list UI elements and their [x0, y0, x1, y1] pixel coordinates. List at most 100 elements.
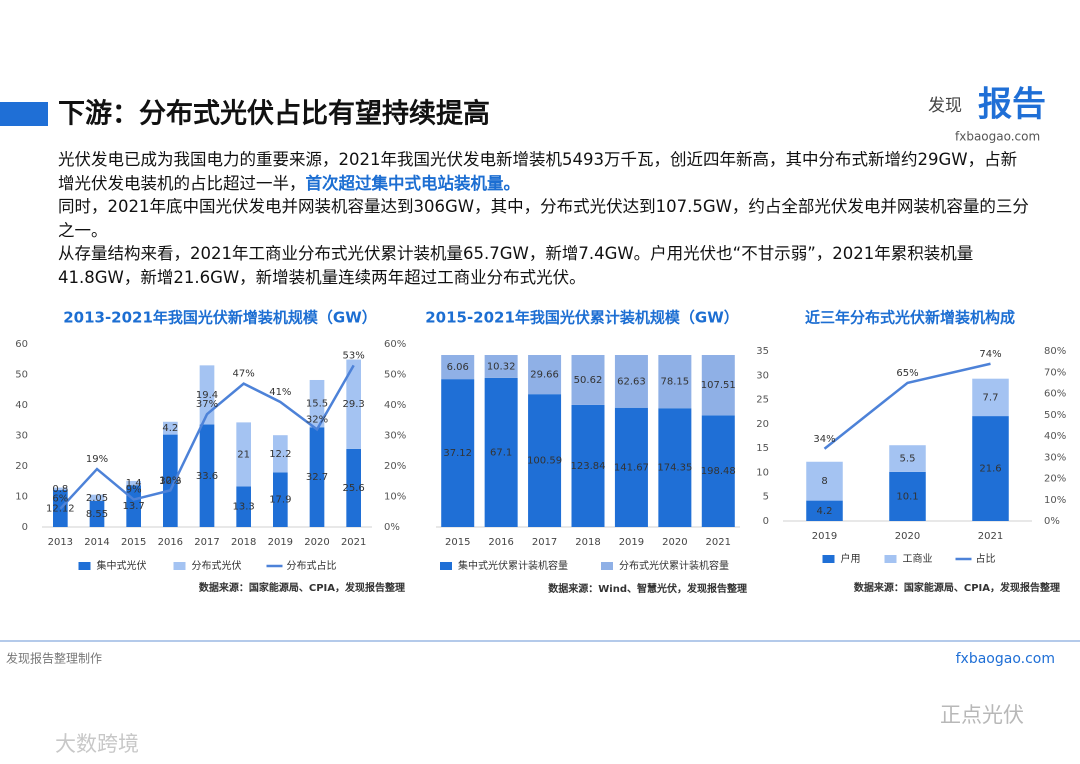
bar [484, 377, 518, 527]
line-label: 19% [86, 454, 108, 465]
bar-label: 2.05 [86, 493, 108, 504]
bar-label: 7.7 [983, 392, 999, 403]
bar-label: 141.67 [614, 462, 649, 473]
legend-label: 集中式光伏 [97, 559, 147, 572]
bar-label: 12.2 [269, 449, 291, 460]
y-tick-label: 15 [756, 443, 769, 454]
bar [309, 427, 325, 527]
bar-label: 21.6 [979, 464, 1001, 475]
x-tick-label: 2019 [619, 537, 644, 548]
bar [126, 480, 141, 486]
y-tick-label: 10 [756, 467, 769, 478]
bar-label: 50.62 [574, 375, 603, 386]
y2-tick-label: 0% [384, 522, 400, 533]
bar [972, 416, 1009, 521]
bar-label: 78.15 [661, 377, 690, 388]
bar-label: 198.48 [701, 466, 736, 477]
bar-label: 100.59 [527, 456, 562, 467]
bar [273, 435, 288, 473]
y2-tick-label: 10% [384, 492, 406, 503]
y-tick-label: 0 [763, 516, 769, 527]
y-tick-label: 0 [22, 522, 28, 533]
bar [53, 487, 68, 491]
y-tick-label: 20 [15, 461, 28, 472]
x-tick-label: 2018 [575, 537, 600, 548]
paragraph: 同时，2021年底中国光伏发电并网装机容量达到306GW，其中，分布式光伏达到1… [58, 197, 1029, 240]
bar [441, 355, 475, 380]
bar [889, 471, 926, 521]
bar-label: 19.4 [196, 390, 218, 401]
x-tick-label: 2016 [158, 537, 183, 548]
y-tick-label: 30 [756, 370, 769, 381]
bar [806, 461, 843, 501]
watermark: 大数跨境 [55, 732, 139, 756]
x-tick-label: 2020 [895, 531, 920, 542]
line-label: 34% [813, 434, 835, 445]
bar [701, 415, 735, 527]
bar-label: 29.3 [343, 399, 365, 410]
line-label: 65% [896, 368, 918, 379]
line-label: 41% [269, 387, 291, 398]
y-tick-label: 60 [15, 339, 28, 350]
bar-label: 13.7 [123, 501, 145, 512]
watermark: 正点光伏 [940, 703, 1024, 727]
body-text: 光伏发电已成为我国电力的重要来源，2021年我国光伏发电新增装机5493万千瓦，… [58, 148, 1030, 289]
bar [163, 421, 178, 435]
slide-title: 下游：分布式光伏占比有望持续提高 [58, 98, 490, 130]
bar-label: 1.4 [126, 478, 142, 489]
bar-label: 13.3 [233, 502, 255, 513]
bar-label: 62.63 [617, 376, 646, 387]
highlight: 首次超过集中式电站装机量。 [305, 173, 521, 193]
bar-label: 21 [237, 449, 250, 460]
bar-label: 30.3 [159, 476, 181, 487]
line [823, 362, 991, 450]
bar-label: 15.5 [306, 399, 328, 410]
y-tick-label: 25 [756, 395, 769, 406]
footer-left: 发现报告整理制作 [6, 651, 102, 666]
x-tick-label: 2018 [231, 537, 256, 548]
bar-label: 32.7 [306, 472, 328, 483]
y-tick-label: 50 [15, 370, 28, 381]
x-tick-label: 2015 [121, 537, 146, 548]
y2-tick-label: 40% [1044, 431, 1066, 442]
bar [236, 486, 251, 527]
bar-label: 17.9 [269, 495, 291, 506]
x-tick-label: 2020 [304, 537, 329, 548]
footer-right: fxbaogao.com [956, 651, 1055, 667]
bar-label: 33.6 [196, 471, 218, 482]
y2-tick-label: 20% [384, 461, 406, 472]
y-tick-label: 20 [756, 419, 769, 430]
y2-tick-label: 50% [1044, 410, 1066, 421]
legend-symbol [601, 562, 613, 570]
legend-label: 分布式光伏累计装机容量 [619, 559, 729, 572]
line-label: 6% [52, 494, 68, 505]
bar [806, 500, 843, 521]
bar [528, 355, 562, 395]
chart-title: 2015-2021年我国光伏累计装机规模（GW） [425, 309, 739, 327]
bar-label: 174.35 [657, 463, 692, 474]
chart-source: 数据来源：Wind、智慧光伏，发现报告整理 [548, 582, 747, 595]
x-tick-label: 2019 [268, 537, 293, 548]
bar-label: 8.55 [86, 509, 108, 520]
bar [441, 379, 475, 527]
bar [889, 445, 926, 472]
bar [701, 355, 735, 416]
paragraph-text: 光伏发电已成为我国电力的重要来源，2021年我国光伏发电新增装机5493万千瓦，… [58, 150, 1018, 193]
bar [273, 472, 288, 527]
bar [571, 355, 605, 405]
chart-source: 数据来源：国家能源局、CPIA，发现报告整理 [854, 581, 1060, 594]
y2-tick-label: 50% [384, 370, 406, 381]
bar [309, 379, 325, 428]
paragraph: 光伏发电已成为我国电力的重要来源，2021年我国光伏发电新增装机5493万千瓦，… [58, 148, 1030, 195]
legend-symbol [173, 562, 186, 570]
bar-label: 10.1 [896, 491, 918, 502]
chart-title: 近三年分布式光伏新增装机构成 [805, 309, 1015, 327]
x-tick-label: 2013 [48, 537, 73, 548]
bar [484, 355, 518, 378]
line [59, 364, 355, 510]
bar [346, 359, 361, 449]
bar-label: 4.2 [162, 423, 178, 434]
bar-label: 12.12 [46, 504, 75, 515]
bar-label: 4.2 [817, 506, 833, 517]
